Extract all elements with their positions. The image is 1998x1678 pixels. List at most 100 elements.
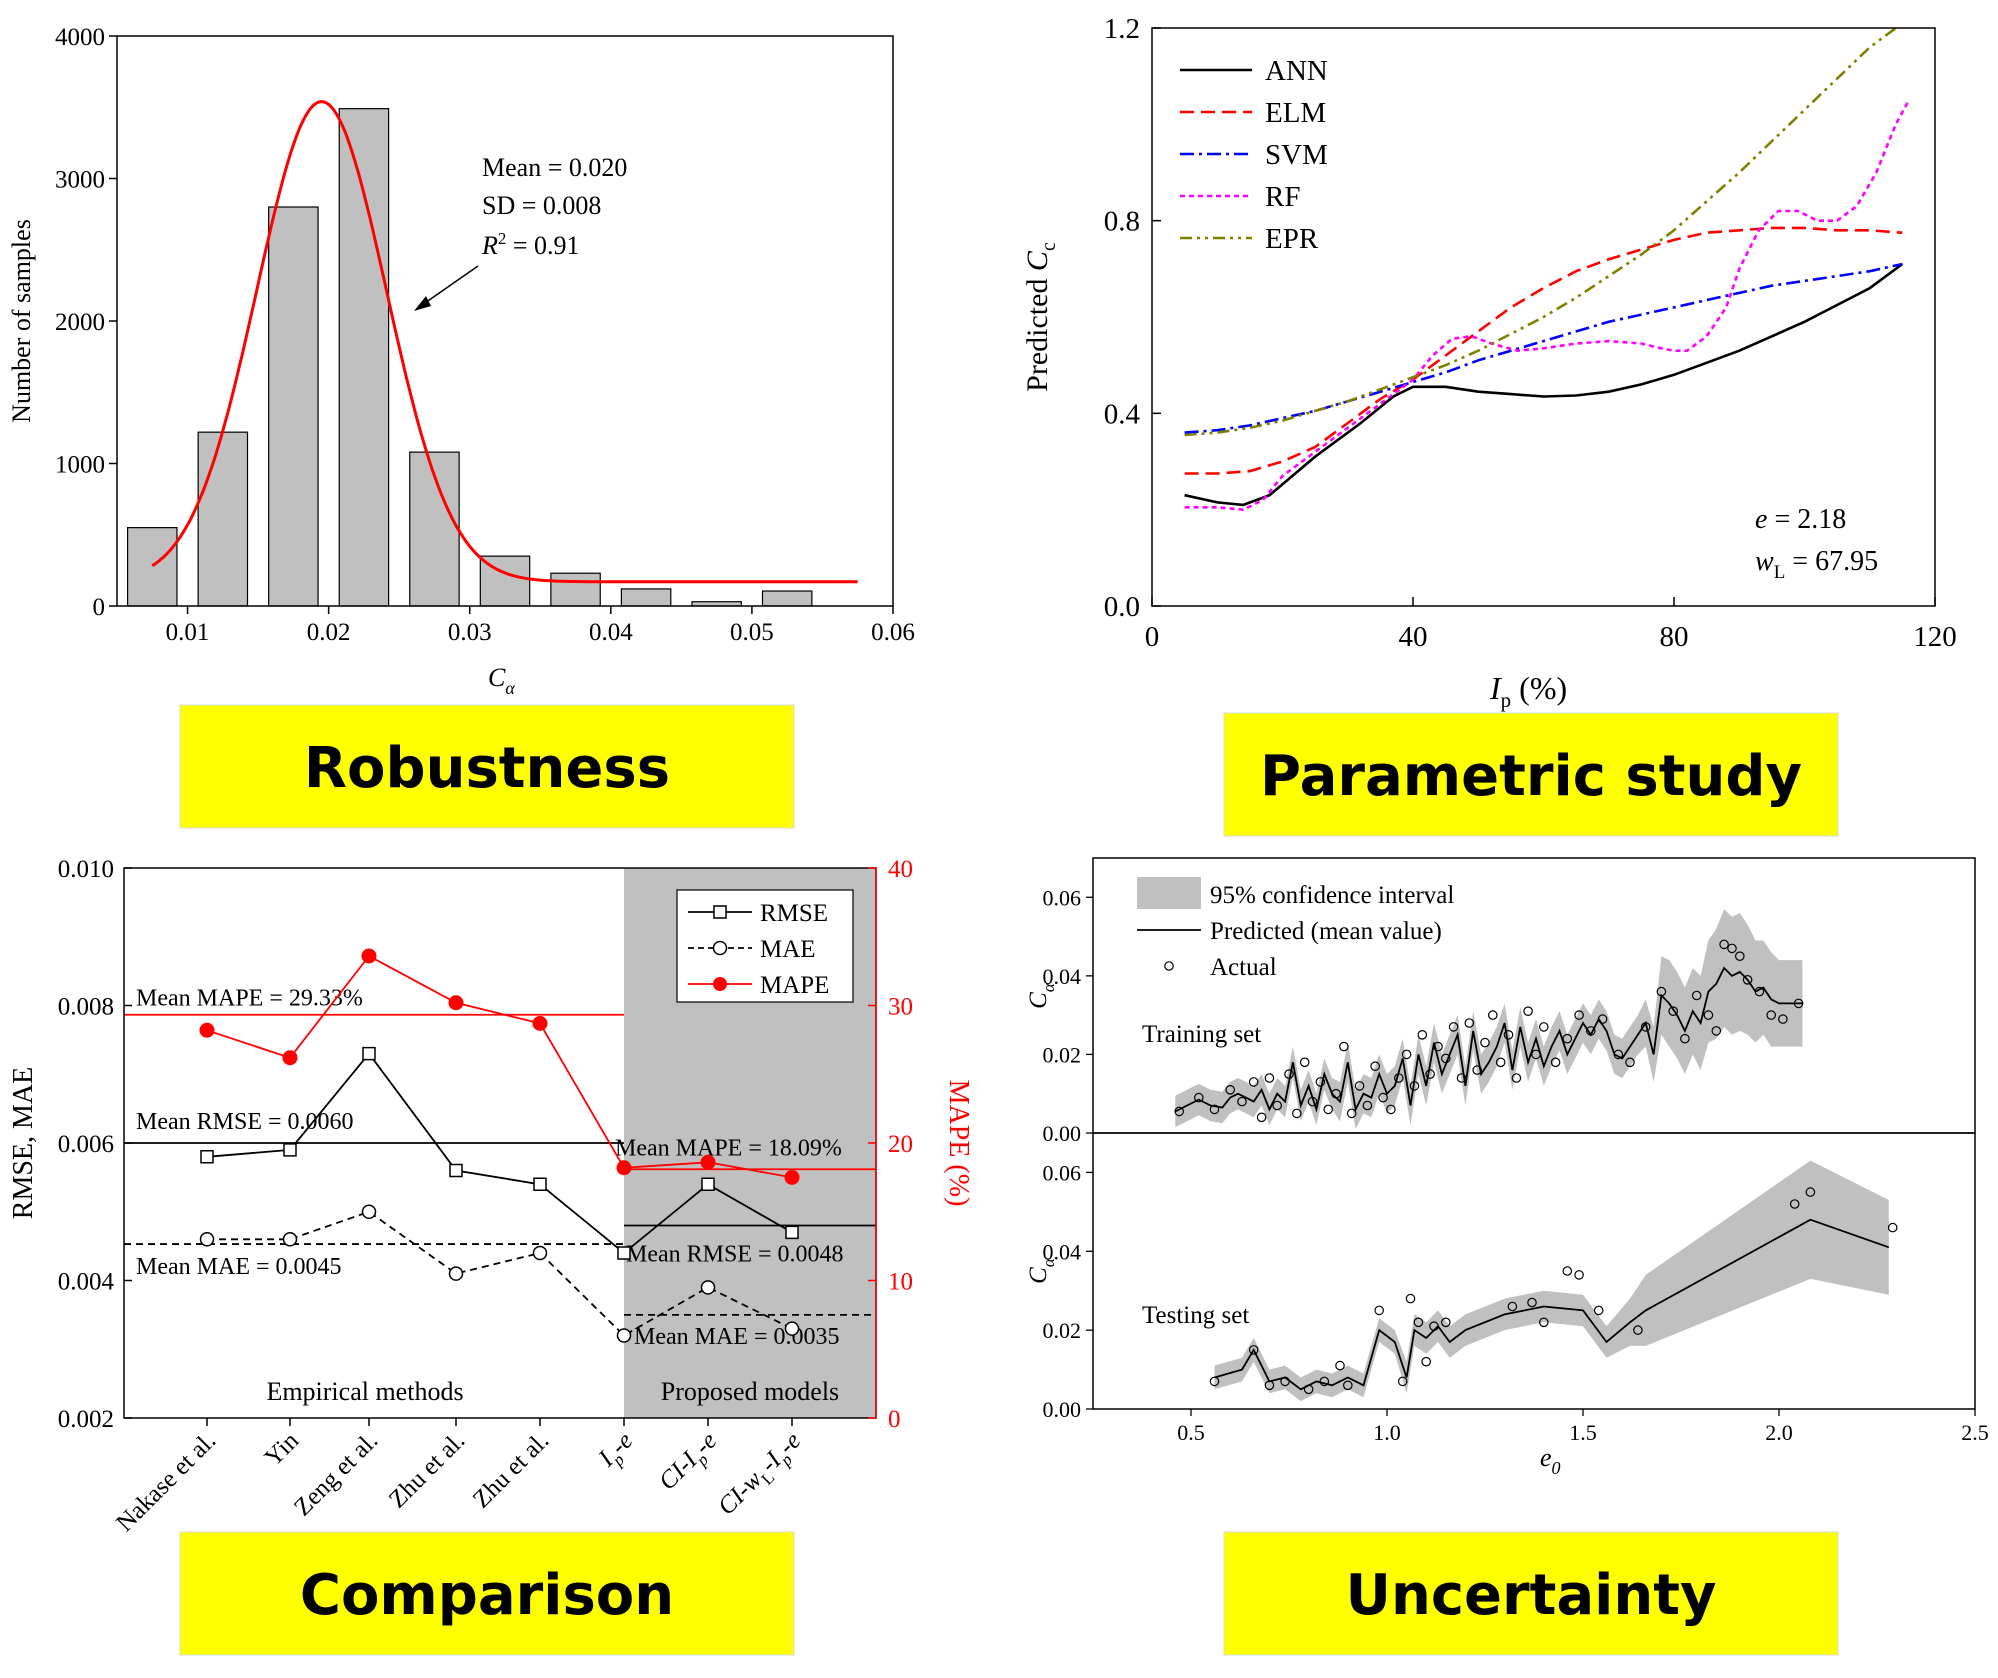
actual-point: [1887, 1222, 1898, 1233]
actual-point: [1237, 1096, 1247, 1107]
legend-swatch-confidence: [1137, 877, 1201, 909]
uncertainty-chart: 0.00 0.02 0.04 0.06 0.00 0.02 0.04 0.06 0.5 1.0 1.…: [1025, 857, 1989, 1478]
uncertainty-x-tick-label: 2.5: [1961, 1420, 1989, 1445]
actual-point: [1488, 1010, 1498, 1020]
actual-point: [1335, 1360, 1345, 1371]
uncertainty-y-tick-label: 0.06: [1043, 1160, 1082, 1185]
robustness-x-axis-label: Cα: [488, 663, 515, 698]
actual-point: [1272, 1100, 1282, 1111]
actual-point: [1656, 986, 1667, 997]
actual-point: [1472, 1065, 1482, 1075]
robustness-annotation-r2: R2 = 0.91: [481, 229, 580, 260]
parametric-x-tick-label: 80: [1660, 621, 1689, 653]
legend-label-epr: EPR: [1265, 223, 1319, 255]
actual-point: [1507, 1301, 1518, 1312]
group-label-empirical: Empirical methods: [266, 1377, 463, 1406]
rmse-marker: [785, 1225, 799, 1240]
comparison-right-tick-label: 10: [888, 1269, 913, 1296]
category-label: CI-Ip-e: [654, 1427, 726, 1499]
mape-marker: [700, 1154, 716, 1170]
comparison-right-tick-label: 40: [888, 856, 913, 883]
actual-point: [1640, 1022, 1651, 1032]
histogram-bar: [126, 527, 178, 607]
actual-point: [1331, 1088, 1341, 1099]
actual-point: [1789, 1199, 1800, 1209]
series-line-elm: [1184, 226, 1903, 475]
parametric-x-tick-label: 120: [1913, 621, 1957, 653]
actual-point: [1401, 1049, 1412, 1060]
predicted-mean-line: [1174, 966, 1803, 1113]
mae-marker: [700, 1280, 716, 1295]
comparison-right-tick-label: 30: [888, 994, 913, 1021]
parametric-annotation-e: e = 2.18: [1755, 504, 1846, 535]
actual-point: [1448, 1022, 1459, 1032]
category-label: CI-wL-Ip-e: [713, 1427, 810, 1524]
histogram-bar: [268, 206, 319, 607]
robustness-y-tick-label: 1000: [55, 452, 105, 479]
actual-point: [1374, 1305, 1384, 1316]
histogram-bar: [338, 108, 390, 607]
comparison-left-axis-label: RMSE, MAE: [8, 1067, 39, 1219]
legend-label-confidence: 95% confidence interval: [1210, 882, 1454, 909]
category-label: Ip-e: [593, 1427, 642, 1476]
uncertainty-x-tick-label: 0.5: [1177, 1420, 1205, 1445]
actual-point: [1456, 1073, 1467, 1083]
testing-y-axis-label: Cα: [1025, 1257, 1058, 1284]
actual-point: [1727, 943, 1737, 954]
uncertainty-x-tick-label: 1.5: [1569, 1420, 1597, 1445]
actual-point: [1319, 1376, 1330, 1387]
actual-point: [1209, 1376, 1220, 1387]
legend-marker-mape: [713, 977, 727, 991]
actual-point: [1527, 1297, 1537, 1308]
robustness-x-tick-label: 0.06: [871, 619, 915, 646]
actual-point: [1386, 1104, 1396, 1115]
actual-point: [1346, 1108, 1357, 1119]
confidence-band: [1175, 909, 1803, 1130]
actual-point: [1248, 1077, 1259, 1087]
rmse-marker: [200, 1150, 214, 1164]
robustness-annotation-sd: SD = 0.008: [482, 191, 601, 220]
rmse-marker: [617, 1246, 631, 1260]
actual-point: [1735, 951, 1745, 961]
histogram-bar: [550, 572, 601, 607]
histogram-bar: [761, 590, 813, 607]
mape-line: [206, 954, 793, 1179]
mae-marker: [532, 1245, 548, 1261]
actual-point: [1292, 1108, 1302, 1119]
legend-marker-rmse: [713, 905, 727, 919]
mean-mae-empirical-label: Mean MAE = 0.0045: [136, 1254, 342, 1280]
comparison-right-axis-label: MAPE (%): [943, 1080, 974, 1207]
legend-label-mape: MAPE: [760, 972, 829, 999]
mae-marker: [616, 1328, 632, 1343]
actual-point: [1668, 1006, 1678, 1016]
confidence-band: [1214, 1160, 1889, 1402]
parametric-y-axis-label: Predicted Cc: [1021, 242, 1060, 392]
actual-point: [1574, 1010, 1584, 1020]
actual-point: [1503, 1030, 1514, 1040]
uncertainty-x-tick-label: 1.0: [1373, 1420, 1401, 1445]
parametric-y-tick-label: 0.4: [1104, 398, 1141, 430]
actual-point: [1539, 1317, 1549, 1328]
robustness-x-tick-label: 0.04: [589, 619, 633, 646]
series-line-rf: [1184, 99, 1911, 512]
actual-point: [1480, 1037, 1490, 1048]
mape-marker: [282, 1050, 298, 1066]
actual-point: [1562, 1266, 1573, 1276]
actual-point: [1766, 1010, 1776, 1020]
mean-mae-proposed-label: Mean MAE = 0.0035: [634, 1324, 840, 1350]
actual-point: [1433, 1041, 1443, 1052]
mae-marker: [784, 1321, 800, 1336]
actual-point: [1539, 1022, 1549, 1032]
robustness-x-tick-label: 0.03: [448, 619, 492, 646]
parametric-x-tick-label: 0: [1145, 621, 1160, 653]
robustness-y-tick-label: 4000: [55, 24, 105, 51]
actual-point: [1711, 1026, 1722, 1036]
mean-rmse-empirical-label: Mean RMSE = 0.0060: [136, 1109, 354, 1135]
actual-point: [1633, 1325, 1643, 1335]
banner-parametric-label: Parametric study: [1260, 744, 1802, 809]
series-line-svm: [1184, 262, 1903, 434]
actual-point: [1225, 1085, 1235, 1095]
actual-point: [1495, 1057, 1506, 1068]
actual-point: [1691, 990, 1702, 1001]
